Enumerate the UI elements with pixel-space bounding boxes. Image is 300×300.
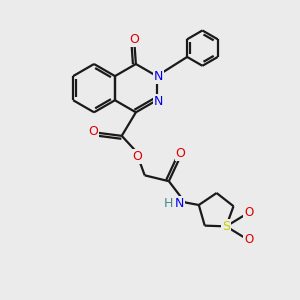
Text: O: O	[132, 150, 142, 163]
Text: O: O	[244, 233, 254, 246]
Text: O: O	[176, 147, 186, 160]
Text: N: N	[154, 95, 163, 108]
Text: N: N	[154, 70, 163, 83]
Text: O: O	[130, 33, 139, 46]
Text: H: H	[163, 197, 173, 210]
Text: O: O	[244, 206, 254, 219]
Text: N: N	[175, 197, 184, 210]
Text: S: S	[222, 220, 230, 233]
Text: O: O	[88, 125, 98, 138]
